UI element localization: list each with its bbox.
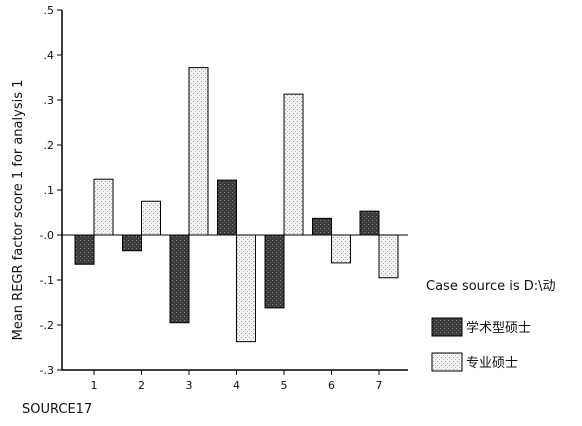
bar-series-2-cat-5 xyxy=(283,93,304,236)
x-tick-label: 6 xyxy=(328,379,335,392)
y-tick-label: .1 xyxy=(44,184,55,197)
y-axis-title: Mean REGR factor score 1 for analysis 1 xyxy=(11,80,26,341)
legend-title: Case source is D:\动 xyxy=(426,279,556,294)
y-tick-label: .2 xyxy=(44,139,55,152)
bar-series-1-cat-3 xyxy=(169,234,190,324)
bar-series-1-cat-7 xyxy=(359,210,380,236)
y-tick-label: -.0 xyxy=(40,229,54,242)
bar-series-2-cat-3 xyxy=(188,67,209,236)
x-tick-label: 1 xyxy=(91,379,98,392)
y-tick-label: .5 xyxy=(44,4,55,17)
bar-series-1-cat-6 xyxy=(312,217,332,236)
x-tick-label: 4 xyxy=(233,379,240,392)
legend: Case source is D:\动 学术型硕士 专业硕士 xyxy=(426,279,556,372)
y-tick-label: -.1 xyxy=(40,274,54,287)
bar-series-2-cat-2 xyxy=(141,200,161,236)
bar-series-2-cat-1 xyxy=(93,178,114,236)
y-tick-label: -.3 xyxy=(40,364,54,377)
x-tick-label: 5 xyxy=(281,379,288,392)
x-tick-label: 2 xyxy=(138,379,145,392)
legend-label-series-2: 专业硕士 xyxy=(466,356,518,371)
bar-series-1-cat-5 xyxy=(264,234,285,309)
legend-swatch-series-2 xyxy=(431,352,463,372)
legend-swatch-series-1 xyxy=(431,317,463,337)
x-axis-title: SOURCE17 xyxy=(22,402,92,417)
y-tick-label: -.2 xyxy=(40,319,54,332)
bar-series-2-cat-4 xyxy=(236,234,256,343)
bar-series-1-cat-2 xyxy=(122,234,142,252)
x-tick-label: 7 xyxy=(376,379,383,392)
bars xyxy=(74,67,399,343)
axes: .5 .4 .3 .2 .1 -.0 -.1 -.2 -.3 1 2 3 4 5 6 7 xyxy=(40,4,408,392)
bar-series-1-cat-1 xyxy=(74,234,95,265)
y-tick-label: .3 xyxy=(44,94,55,107)
y-tick-label: .4 xyxy=(44,49,55,62)
bar-series-2-cat-6 xyxy=(331,234,351,264)
x-tick-label: 3 xyxy=(186,379,193,392)
bar-series-1-cat-4 xyxy=(217,179,237,236)
legend-label-series-1: 学术型硕士 xyxy=(466,320,531,336)
bar-series-2-cat-7 xyxy=(378,234,399,279)
